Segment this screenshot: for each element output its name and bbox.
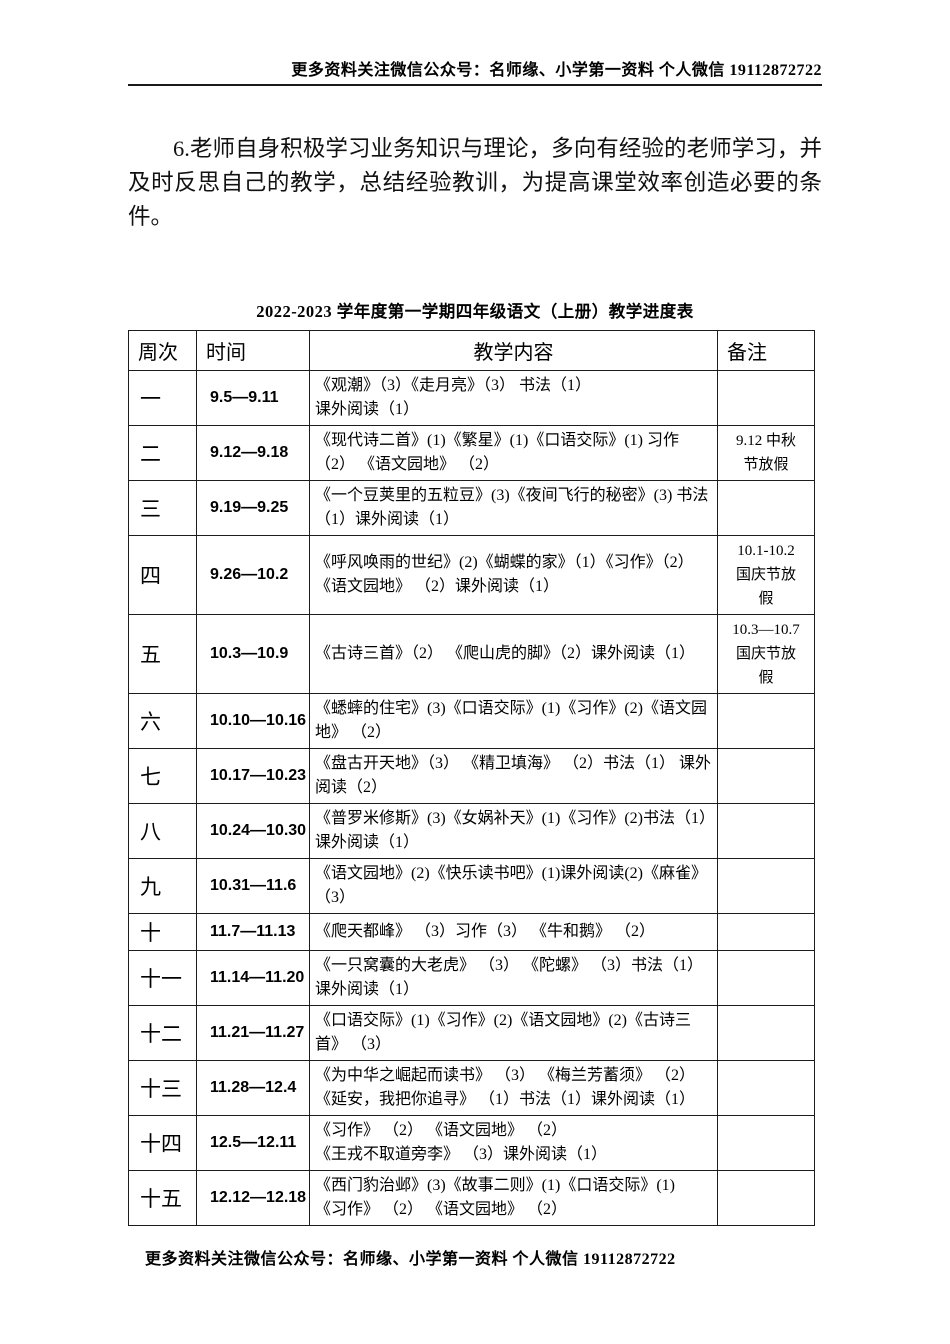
remark-cell bbox=[717, 1170, 815, 1226]
content-cell: 《古诗三首》（2） 《爬山虎的脚》（2）课外阅读（1） bbox=[309, 614, 718, 694]
remark-cell bbox=[717, 693, 815, 749]
remark-cell bbox=[717, 1005, 815, 1061]
content-cell: 《现代诗二首》(1)《繁星》(1)《口语交际》(1) 习作（2） 《语文园地》 … bbox=[309, 425, 718, 481]
column-header-time: 时间 bbox=[196, 330, 310, 371]
content-cell: 《爬天都峰》 （3）习作（3） 《牛和鹅》 （2） bbox=[309, 913, 718, 951]
schedule-row: 十五 12.12—12.18 《西门豹治邺》(3)《故事二则》(1)《口语交际》… bbox=[128, 1170, 815, 1226]
week-cell: 三 bbox=[128, 480, 197, 536]
column-header-content: 教学内容 bbox=[309, 330, 718, 371]
remark-cell bbox=[717, 803, 815, 859]
column-header-week: 周次 bbox=[128, 330, 197, 371]
time-cell: 11.21—11.27 bbox=[196, 1005, 310, 1061]
week-cell: 十三 bbox=[128, 1060, 197, 1116]
remark-cell bbox=[717, 748, 815, 804]
body-paragraph: 6.老师自身积极学习业务知识与理论，多向有经验的老师学习，并及时反思自己的教学，… bbox=[128, 136, 822, 229]
schedule-row: 十三 11.28—12.4 《为中华之崛起而读书》 （3） 《梅兰芳蓄须》 （2… bbox=[128, 1060, 815, 1116]
remark-cell bbox=[717, 370, 815, 426]
time-cell: 10.24—10.30 bbox=[196, 803, 310, 859]
week-cell: 六 bbox=[128, 693, 197, 749]
content-cell: 《呼风唤雨的世纪》(2)《蝴蝶的家》（1）《习作》（2） 《语文园地》 （2）课… bbox=[309, 535, 718, 615]
content-cell: 《一个豆荚里的五粒豆》(3)《夜间飞行的秘密》(3) 书法（1）课外阅读（1） bbox=[309, 480, 718, 536]
week-cell: 一 bbox=[128, 370, 197, 426]
time-cell: 12.12—12.18 bbox=[196, 1170, 310, 1226]
time-cell: 10.31—11.6 bbox=[196, 858, 310, 914]
schedule-row: 十二 11.21—11.27 《口语交际》(1)《习作》(2)《语文园地》(2)… bbox=[128, 1005, 815, 1061]
schedule-row: 三 9.19—9.25 《一个豆荚里的五粒豆》(3)《夜间飞行的秘密》(3) 书… bbox=[128, 480, 815, 536]
page-header-note: 更多资料关注微信公众号：名师缘、小学第一资料 个人微信 19112872722 bbox=[291, 62, 822, 79]
remark-cell bbox=[717, 480, 815, 536]
column-header-remark: 备注 bbox=[717, 330, 815, 371]
schedule-table-body: 一 9.5—9.11 《观潮》（3）《走月亮》（3） 书法（1） 课外阅读（1）… bbox=[128, 370, 815, 1226]
content-cell: 《观潮》（3）《走月亮》（3） 书法（1） 课外阅读（1） bbox=[309, 370, 718, 426]
content-cell: 《蟋蟀的住宅》(3)《口语交际》(1)《习作》(2)《语文园地》 （2） bbox=[309, 693, 718, 749]
time-cell: 9.12—9.18 bbox=[196, 425, 310, 481]
schedule-row: 十四 12.5—12.11 《习作》 （2） 《语文园地》 （2） 《王戎不取道… bbox=[128, 1115, 815, 1171]
schedule-row: 七 10.17—10.23 《盘古开天地》（3） 《精卫填海》 （2）书法（1）… bbox=[128, 748, 815, 804]
schedule-row: 五 10.3—10.9 《古诗三首》（2） 《爬山虎的脚》（2）课外阅读（1） … bbox=[128, 614, 815, 694]
content-cell: 《盘古开天地》（3） 《精卫填海》 （2）书法（1） 课外阅读（2） bbox=[309, 748, 718, 804]
week-cell: 二 bbox=[128, 425, 197, 481]
time-cell: 10.3—10.9 bbox=[196, 614, 310, 694]
week-cell: 十五 bbox=[128, 1170, 197, 1226]
week-cell: 十 bbox=[128, 913, 197, 951]
remark-cell: 9.12 中秋 节放假 bbox=[717, 425, 815, 481]
time-cell: 10.17—10.23 bbox=[196, 748, 310, 804]
content-cell: 《普罗米修斯》(3)《女娲补天》(1)《习作》(2)书法（1）课外阅读（1） bbox=[309, 803, 718, 859]
content-cell: 《为中华之崛起而读书》 （3） 《梅兰芳蓄须》 （2）《延安，我把你追寻》 （1… bbox=[309, 1060, 718, 1116]
content-cell: 《口语交际》(1)《习作》(2)《语文园地》(2)《古诗三首》 （3） bbox=[309, 1005, 718, 1061]
header-divider-line bbox=[128, 84, 822, 86]
time-cell: 10.10—10.16 bbox=[196, 693, 310, 749]
time-cell: 11.14—11.20 bbox=[196, 950, 310, 1006]
content-cell: 《西门豹治邺》(3)《故事二则》(1)《口语交际》(1) 《习作》 （2） 《语… bbox=[309, 1170, 718, 1226]
schedule-row: 六 10.10—10.16 《蟋蟀的住宅》(3)《口语交际》(1)《习作》(2)… bbox=[128, 693, 815, 749]
remark-cell bbox=[717, 858, 815, 914]
schedule-table: 周次 时间 教学内容 备注 一 9.5—9.11 《观潮》（3）《走月亮》（3）… bbox=[128, 330, 815, 1226]
remark-cell bbox=[717, 913, 815, 951]
schedule-row: 二 9.12—9.18 《现代诗二首》(1)《繁星》(1)《口语交际》(1) 习… bbox=[128, 425, 815, 481]
time-cell: 11.28—12.4 bbox=[196, 1060, 310, 1116]
schedule-row: 十 11.7—11.13 《爬天都峰》 （3）习作（3） 《牛和鹅》 （2） bbox=[128, 913, 815, 951]
week-cell: 十一 bbox=[128, 950, 197, 1006]
schedule-table-title: 2022-2023 学年度第一学期四年级语文（上册）教学进度表 bbox=[256, 302, 694, 321]
remark-cell bbox=[717, 1115, 815, 1171]
week-cell: 四 bbox=[128, 535, 197, 615]
week-cell: 十二 bbox=[128, 1005, 197, 1061]
time-cell: 9.5—9.11 bbox=[196, 370, 310, 426]
document-content: 更多资料关注微信公众号：名师缘、小学第一资料 个人微信 19112872722 … bbox=[128, 0, 822, 1226]
time-cell: 9.26—10.2 bbox=[196, 535, 310, 615]
remark-cell bbox=[717, 950, 815, 1006]
remark-cell: 10.3—10.7 国庆节放 假 bbox=[717, 614, 815, 694]
week-cell: 五 bbox=[128, 614, 197, 694]
time-cell: 9.19—9.25 bbox=[196, 480, 310, 536]
schedule-row: 九 10.31—11.6 《语文园地》(2)《快乐读书吧》(1)课外阅读(2)《… bbox=[128, 858, 815, 914]
schedule-table-head: 周次 时间 教学内容 备注 bbox=[128, 330, 815, 371]
time-cell: 11.7—11.13 bbox=[196, 913, 310, 951]
schedule-row: 一 9.5—9.11 《观潮》（3）《走月亮》（3） 书法（1） 课外阅读（1） bbox=[128, 370, 815, 426]
week-cell: 八 bbox=[128, 803, 197, 859]
schedule-row: 八 10.24—10.30 《普罗米修斯》(3)《女娲补天》(1)《习作》(2)… bbox=[128, 803, 815, 859]
week-cell: 七 bbox=[128, 748, 197, 804]
schedule-row: 四 9.26—10.2 《呼风唤雨的世纪》(2)《蝴蝶的家》（1）《习作》（2）… bbox=[128, 535, 815, 615]
schedule-row: 十一 11.14—11.20 《一只窝囊的大老虎》 （3） 《陀螺》 （3）书法… bbox=[128, 950, 815, 1006]
page-footer-note: 更多资料关注微信公众号：名师缘、小学第一资料 个人微信 19112872722 bbox=[145, 1251, 676, 1268]
remark-cell: 10.1-10.2 国庆节放 假 bbox=[717, 535, 815, 615]
remark-cell bbox=[717, 1060, 815, 1116]
content-cell: 《语文园地》(2)《快乐读书吧》(1)课外阅读(2)《麻雀》 （3） bbox=[309, 858, 718, 914]
content-cell: 《习作》 （2） 《语文园地》 （2） 《王戎不取道旁李》 （3）课外阅读（1） bbox=[309, 1115, 718, 1171]
header-row: 周次 时间 教学内容 备注 bbox=[128, 330, 815, 371]
week-cell: 十四 bbox=[128, 1115, 197, 1171]
week-cell: 九 bbox=[128, 858, 197, 914]
time-cell: 12.5—12.11 bbox=[196, 1115, 310, 1171]
content-cell: 《一只窝囊的大老虎》 （3） 《陀螺》 （3）书法（1）课外阅读（1） bbox=[309, 950, 718, 1006]
